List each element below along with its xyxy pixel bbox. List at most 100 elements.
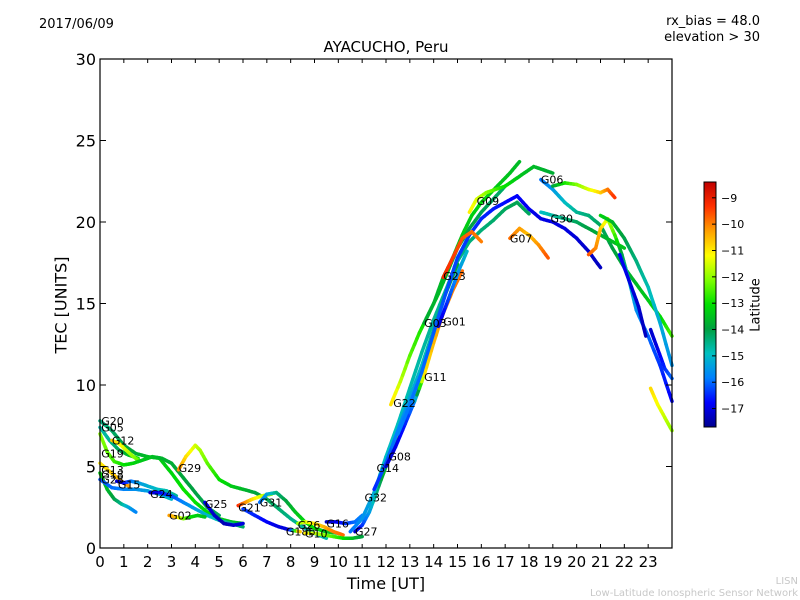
series-segment <box>338 532 345 537</box>
satellite-label: G05 <box>101 421 124 434</box>
colorbar-tick-label: −15 <box>721 350 744 363</box>
rx-bias-label: rx_bias = 48.0 <box>666 14 760 29</box>
axes: 0 1 2 3 4 5 6 7 8 9 10 11 12 13 14 15 16 17 18 19 20 21 22 2305… <box>76 50 672 571</box>
series-g02 <box>167 513 207 521</box>
series-segment <box>166 496 174 501</box>
colorbar-tick-label: −14 <box>721 324 744 337</box>
series-segment <box>619 244 627 250</box>
x-tick-label: 23 <box>639 553 658 571</box>
satellite-label: G06 <box>541 174 564 187</box>
x-tick-label: 19 <box>543 553 562 571</box>
x-tick-label: 2 <box>143 553 153 571</box>
x-axis-label: Time [UT] <box>346 574 426 593</box>
series-g-late6 <box>648 386 674 433</box>
series-segment <box>642 327 648 338</box>
credit-lisn: LISN <box>775 576 798 587</box>
series-g-late1 <box>551 181 617 200</box>
x-tick-label: 7 <box>262 553 272 571</box>
y-tick-label: 30 <box>76 50 96 69</box>
series-g07 <box>508 226 550 260</box>
x-tick-label: 9 <box>310 553 320 571</box>
satellite-label: G24 <box>150 488 173 501</box>
x-tick-label: 13 <box>400 553 419 571</box>
colorbar-tick-label: −16 <box>721 376 744 389</box>
x-tick-label: 16 <box>472 553 491 571</box>
y-tick-label: 20 <box>76 213 96 232</box>
series-segment <box>664 342 671 357</box>
satellite-label: G16 <box>326 518 349 531</box>
series-segment <box>238 521 245 526</box>
series-segment <box>124 482 131 488</box>
colorbar-tick-label: −9 <box>721 192 737 205</box>
series-segment <box>661 331 668 347</box>
series-g26 <box>296 520 345 537</box>
series-segment <box>658 321 665 336</box>
y-tick-label: 0 <box>86 539 96 558</box>
satellite-label: G11 <box>424 371 447 384</box>
x-tick-label: 1 <box>119 553 129 571</box>
satellite-label: G10 <box>305 527 328 540</box>
series-g30 <box>539 210 627 250</box>
series-g-late5 <box>648 327 674 381</box>
satellite-label: G15 <box>118 478 141 491</box>
x-tick-label: 10 <box>329 553 348 571</box>
series-g18b <box>241 507 302 534</box>
satellite-label: G03 <box>424 317 447 330</box>
satellite-label: G21 <box>238 501 261 514</box>
x-tick-label: 22 <box>615 553 634 571</box>
series-g01 <box>436 249 469 329</box>
satellite-label: G08 <box>388 451 411 464</box>
x-tick-label: 14 <box>424 553 443 571</box>
satellite-label: G13 <box>101 464 124 477</box>
satellite-label: G27 <box>355 526 378 539</box>
elevation-label: elevation > 30 <box>664 30 760 45</box>
x-tick-label: 20 <box>567 553 586 571</box>
series-segment <box>132 509 138 514</box>
satellite-label: G31 <box>260 496 283 509</box>
satellite-label: G07 <box>510 232 533 245</box>
date-label: 2017/06/09 <box>39 17 114 32</box>
x-tick-label: 17 <box>496 553 515 571</box>
x-tick-label: 12 <box>376 553 395 571</box>
series-segment <box>524 209 531 216</box>
series-g10 <box>303 531 364 540</box>
satellite-label: G19 <box>101 448 124 461</box>
credit-network: Low-Latitude Ionospheric Sensor Network <box>590 588 798 599</box>
satellite-label: G09 <box>477 195 500 208</box>
series-segment <box>463 249 469 258</box>
satellite-label: G14 <box>377 462 400 475</box>
satellite-label: G20 <box>101 415 124 428</box>
x-tick-label: 8 <box>286 553 296 571</box>
series-segment <box>548 170 555 175</box>
colorbar-tick-label: −13 <box>721 297 744 310</box>
chart-title: AYACUCHO, Peru <box>323 38 449 56</box>
series-g-late4 <box>617 252 648 338</box>
x-tick-label: 3 <box>167 553 177 571</box>
satellite-label: G26 <box>298 519 321 532</box>
y-tick-label: 25 <box>76 132 96 151</box>
series-g16 <box>324 513 364 526</box>
satellite-label: G02 <box>169 509 192 522</box>
satellite-label: G29 <box>179 462 202 475</box>
params-block: rx_bias = 48.0 elevation > 30 <box>664 14 760 46</box>
x-tick-label: 21 <box>591 553 610 571</box>
x-tick-label: 15 <box>448 553 467 571</box>
colorbar <box>703 181 717 428</box>
colorbar-ticks: −9 −10 −11 −12 −13 −14 −15 −16 −17 <box>712 192 744 416</box>
series-g-late3 <box>598 213 674 368</box>
colorbar-tick-label: −17 <box>721 403 744 416</box>
series-g25 <box>203 500 245 527</box>
satellite-label: G32 <box>365 492 388 505</box>
x-tick-label: 11 <box>353 553 372 571</box>
series-segment <box>515 159 522 167</box>
y-tick-label: 10 <box>76 376 96 395</box>
satellite-label: G18b <box>286 526 316 539</box>
series-g18 <box>98 471 138 514</box>
series-segment <box>543 252 550 260</box>
colorbar-tick-label: −10 <box>721 218 744 231</box>
x-tick-label: 4 <box>191 553 201 571</box>
series-g09 <box>467 164 555 214</box>
x-tick-label: 0 <box>95 553 105 571</box>
x-tick-label: 18 <box>519 553 538 571</box>
